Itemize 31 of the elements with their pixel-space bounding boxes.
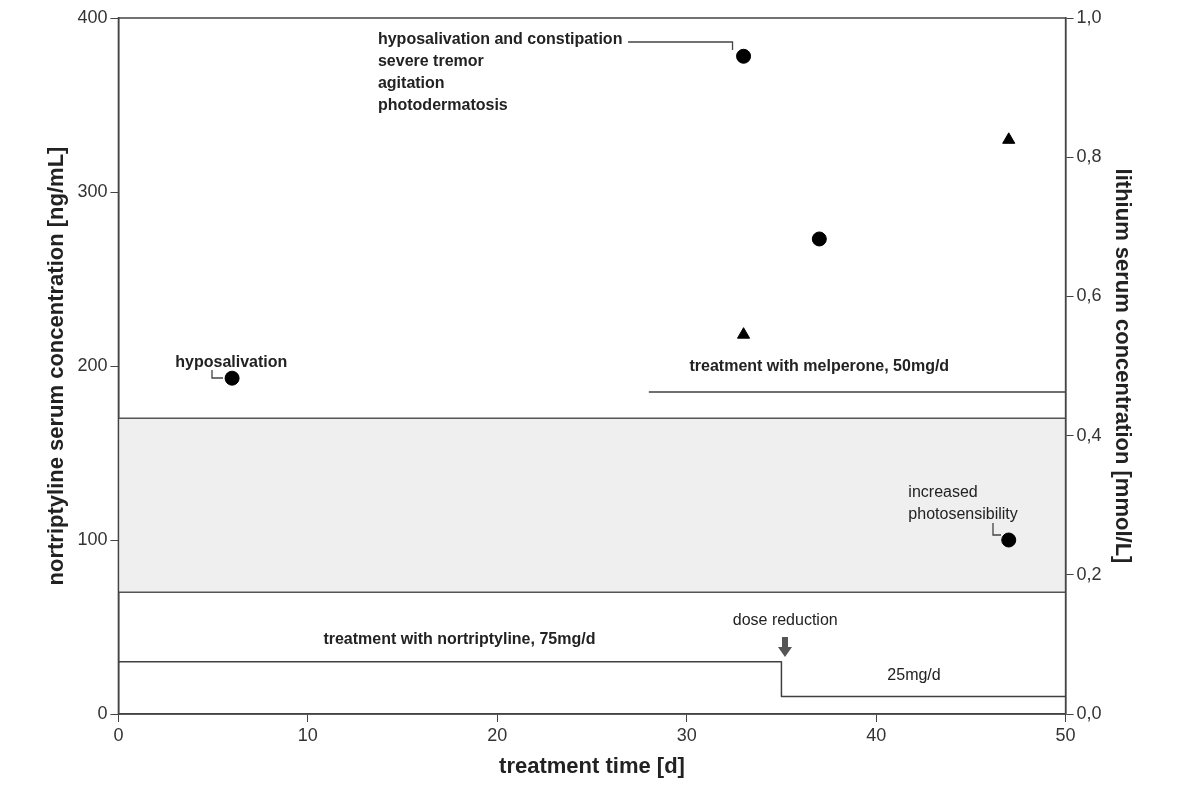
y2-tick-label: 1,0: [1076, 6, 1102, 27]
y-tick-label: 300: [77, 180, 108, 201]
y-tick-label: 100: [77, 528, 108, 549]
point: [224, 370, 240, 386]
y-tick-label: 200: [77, 354, 108, 375]
x-tick-label: 0: [113, 724, 124, 745]
x-tick-label: 40: [866, 724, 887, 745]
point: [811, 231, 827, 247]
y2-axis-title: lithium serum concentration [mmol/L]: [1110, 168, 1136, 564]
annotation: hyposalivation and constipation severe tremor agitation photodermatosis: [377, 30, 623, 114]
x-axis-title: treatment time [d]: [499, 752, 685, 778]
annotation: hyposalivation: [175, 352, 288, 370]
x-tick-label: 50: [1055, 724, 1076, 745]
point: [1001, 532, 1017, 548]
annotation: increased photosensibility: [908, 483, 1018, 523]
x-tick-label: 20: [487, 724, 508, 745]
y-tick-label: 400: [77, 6, 108, 27]
x-tick-label: 30: [676, 724, 697, 745]
y2-tick-label: 0,6: [1076, 285, 1102, 306]
y2-tick-label: 0,8: [1076, 146, 1102, 167]
y2-tick-label: 0,0: [1076, 702, 1102, 723]
y-tick-label: 0: [97, 702, 108, 723]
y-axis-title: nortriptyline serum concentration [ng/mL]: [43, 146, 69, 586]
annotation: treatment with nortriptyline, 75mg/d: [323, 630, 596, 648]
annotation: 25mg/d: [887, 666, 941, 684]
point: [736, 48, 752, 64]
x-tick-label: 10: [297, 724, 318, 745]
annotation: treatment with melperone, 50mg/d: [689, 356, 950, 374]
y2-tick-label: 0,4: [1076, 424, 1102, 445]
annotation: dose reduction: [732, 611, 838, 629]
y2-tick-label: 0,2: [1076, 563, 1102, 584]
